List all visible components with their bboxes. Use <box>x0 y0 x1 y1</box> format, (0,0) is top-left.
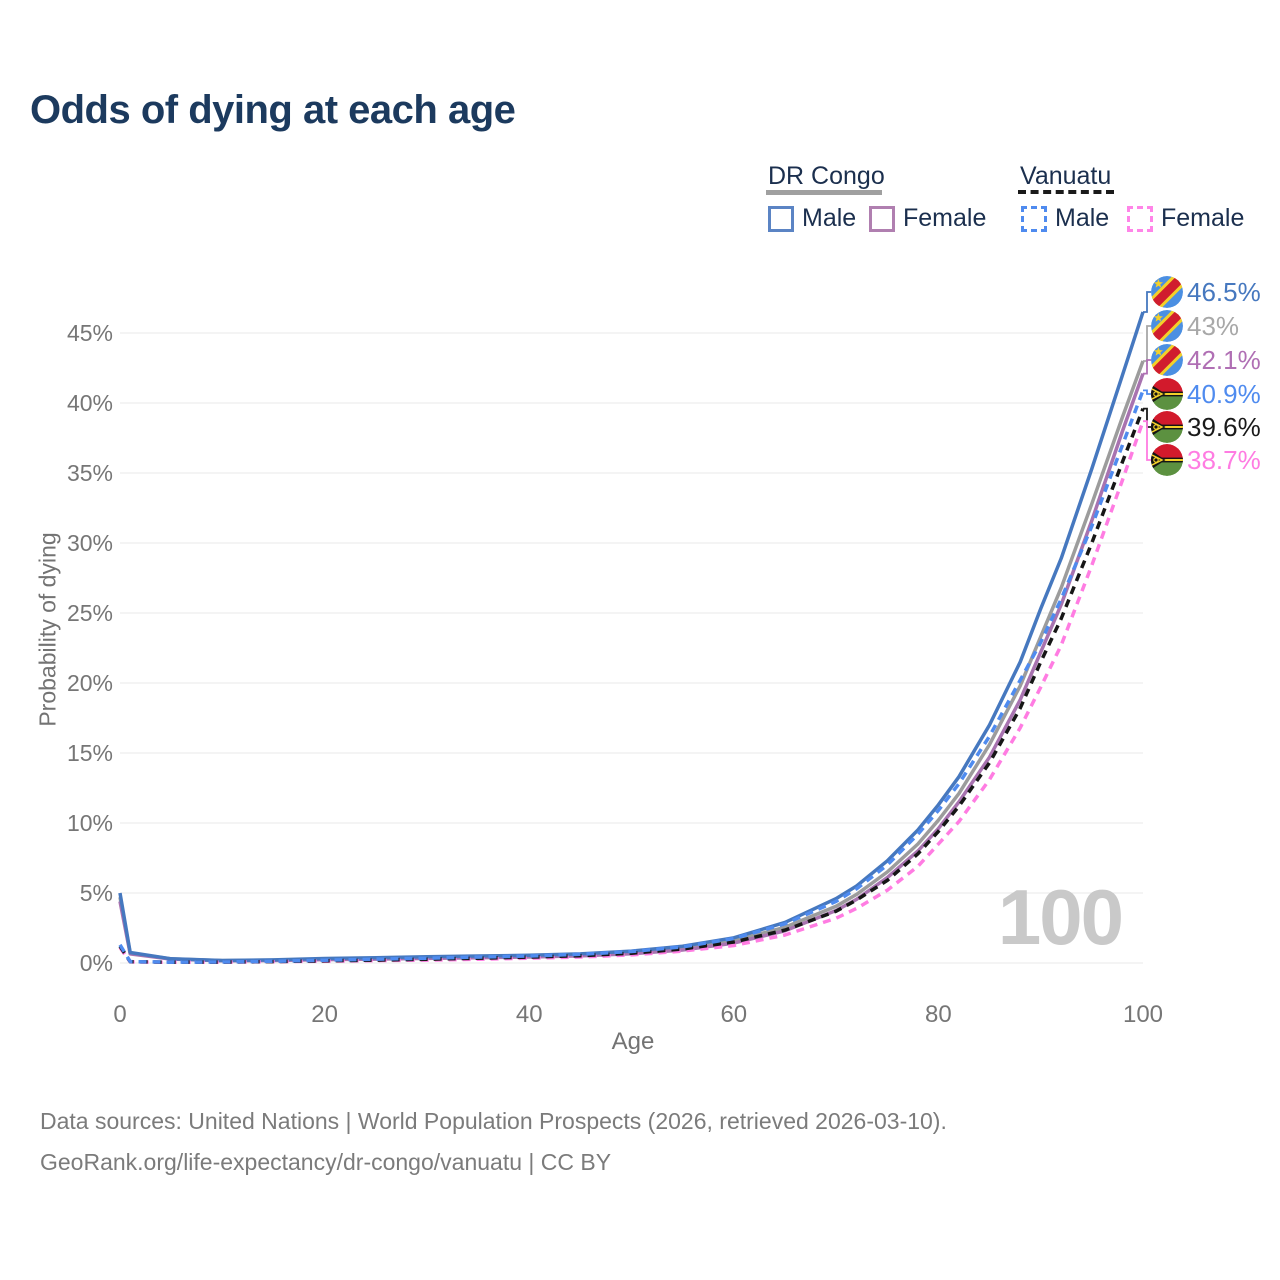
leader-line <box>1143 359 1151 375</box>
legend-swatch-dashed-blue <box>1021 205 1047 232</box>
end-value-label: 43% <box>1187 311 1239 341</box>
flag-vanuatu-icon <box>1151 444 1183 476</box>
legend-label: Female <box>1161 204 1245 232</box>
leader-line <box>1143 420 1151 461</box>
legend-swatch-solid-blue <box>768 205 794 232</box>
page-title: Odds of dying at each age <box>30 88 516 132</box>
series-line-dr-congo-both <box>118 360 1145 963</box>
legend-line-sample-solid <box>766 190 882 195</box>
legend-item-dr-congo-male[interactable]: Male <box>768 204 856 233</box>
legend-line-sample-dashed <box>1018 190 1114 194</box>
y-tick-label: 15% <box>67 740 113 766</box>
flag-vanuatu-icon <box>1151 411 1183 443</box>
end-value-label: 39.6% <box>1187 412 1261 442</box>
y-tick-label: 25% <box>67 600 113 626</box>
y-tick-label: 5% <box>80 880 113 906</box>
legend-swatch-dashed-pink <box>1127 205 1153 232</box>
legend-group-title-vanuatu: Vanuatu <box>1020 162 1112 190</box>
legend-group-title-dr-congo: DR Congo <box>768 162 885 190</box>
y-axis-title: Probability of dying <box>34 532 61 727</box>
leader-line <box>1143 407 1151 428</box>
flag-dr-congo-icon <box>1151 310 1183 342</box>
legend-item-vanuatu-male[interactable]: Male <box>1021 204 1109 233</box>
end-value-label: 38.7% <box>1187 445 1261 475</box>
x-tick-label: 80 <box>925 1001 952 1028</box>
legend-item-dr-congo-female[interactable]: Female <box>869 204 986 233</box>
end-value-label: 40.9% <box>1187 379 1261 409</box>
end-value-label: 42.1% <box>1187 345 1261 375</box>
attribution-link: GeoRank.org/life-expectancy/dr-congo/van… <box>40 1149 612 1175</box>
y-tick-label: 35% <box>67 460 113 486</box>
legend-item-vanuatu-female[interactable]: Female <box>1127 204 1244 233</box>
series-line-vanuatu-male <box>118 389 1145 964</box>
series-line-dr-congo-male <box>118 311 1145 963</box>
flag-dr-congo-icon <box>1151 276 1183 308</box>
y-tick-label: 0% <box>80 950 113 976</box>
data-sources-note: Data sources: United Nations | World Pop… <box>40 1108 947 1134</box>
leader-line <box>1143 389 1151 395</box>
x-tick-label: 60 <box>720 1001 747 1028</box>
x-axis-title: Age <box>611 1028 655 1055</box>
leader-line <box>1143 325 1151 362</box>
y-tick-label: 40% <box>67 390 113 416</box>
flag-vanuatu-icon <box>1151 378 1183 410</box>
leader-line <box>1143 291 1151 313</box>
x-tick-label: 100 <box>1123 1001 1163 1028</box>
legend-label: Male <box>802 204 857 232</box>
legend-label: Female <box>903 204 987 232</box>
y-tick-label: 30% <box>67 530 113 556</box>
legend-label: Male <box>1055 204 1110 232</box>
age-watermark: 100 <box>997 873 1124 961</box>
x-tick-label: 40 <box>516 1001 543 1028</box>
legend-swatch-solid-purple <box>869 205 895 232</box>
y-tick-label: 45% <box>67 320 113 346</box>
flag-dr-congo-icon <box>1151 344 1183 376</box>
y-tick-label: 20% <box>67 670 113 696</box>
x-tick-label: 0 <box>113 1001 126 1028</box>
end-value-label: 46.5% <box>1187 277 1261 307</box>
y-tick-label: 10% <box>67 810 113 836</box>
x-tick-label: 20 <box>311 1001 338 1028</box>
